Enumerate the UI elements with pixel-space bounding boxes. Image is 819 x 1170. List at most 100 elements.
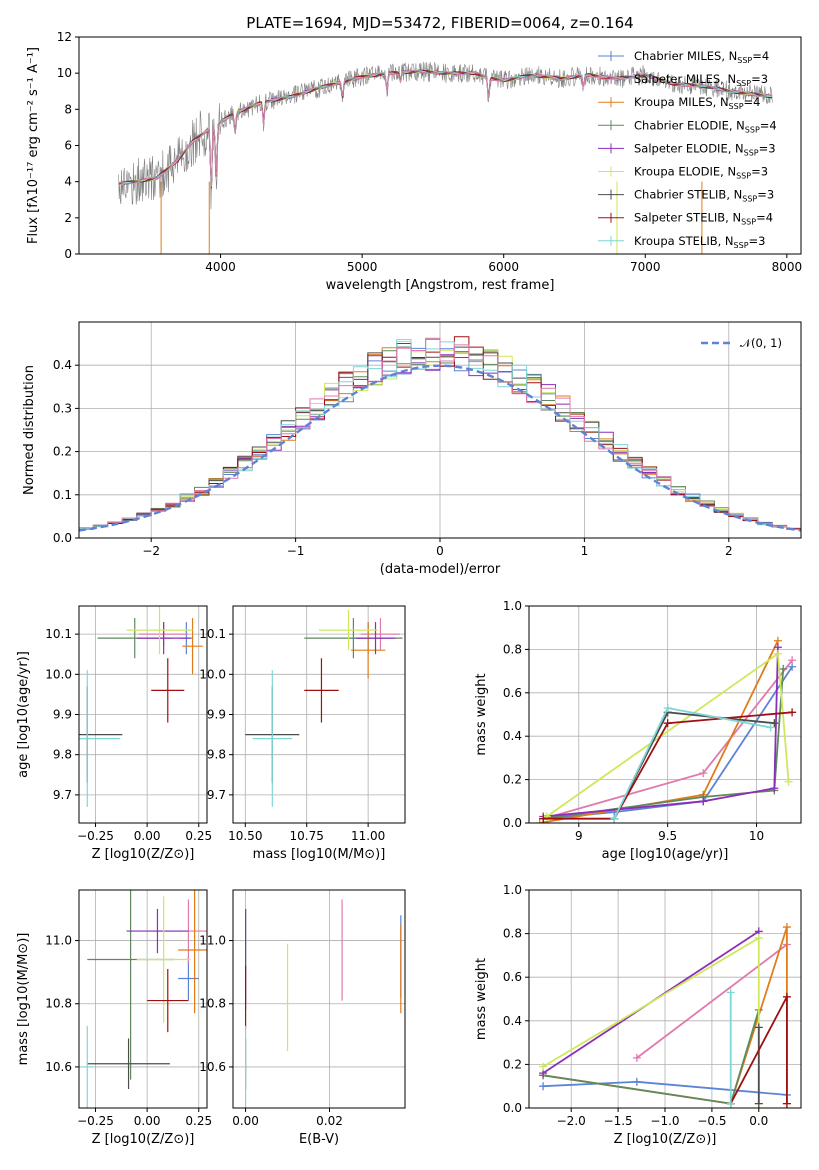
weight-point bbox=[782, 992, 791, 1001]
errorbar-point-yellow bbox=[136, 896, 191, 1023]
x-tick-label: −0.25 bbox=[77, 829, 114, 843]
x-tick-label: −1.0 bbox=[650, 1114, 679, 1128]
y-tick-label: 9.7 bbox=[207, 788, 226, 802]
y-tick-label: 1.0 bbox=[503, 599, 522, 613]
y-tick-label: 0.6 bbox=[503, 970, 522, 984]
x-axis-label: E(B-V) bbox=[299, 1132, 339, 1147]
weight-series-dark bbox=[754, 1023, 763, 1108]
weight-point bbox=[539, 1062, 548, 1071]
x-tick-label: 1 bbox=[581, 544, 589, 558]
legend-entry: Salpeter MILES, NSSP=3 bbox=[634, 72, 768, 88]
y-tick-label: 10 bbox=[57, 66, 72, 80]
legend-entry: Salpeter ELODIE, NSSP=3 bbox=[634, 141, 776, 157]
weight-point bbox=[788, 708, 797, 717]
errorbar-point-red bbox=[147, 968, 189, 1033]
x-tick-label: 8000 bbox=[772, 260, 803, 274]
x-tick-label: −0.5 bbox=[697, 1114, 726, 1128]
weight-point bbox=[766, 723, 775, 732]
y-axis-label: mass weight bbox=[474, 958, 489, 1040]
x-tick-label: 0.25 bbox=[185, 1114, 212, 1128]
residual-histogram-panel: −2 −1 0 1 2 0.0 0.1 0.2 0.3 0.4 (data-model)/error… bbox=[22, 321, 802, 577]
x-tick-label: 4000 bbox=[205, 260, 236, 274]
y-tick-label: 10.1 bbox=[199, 627, 226, 641]
errorbar-point-yellow bbox=[319, 610, 378, 651]
y-axis-label: mass [log10(M/M⊙)] bbox=[16, 933, 31, 1066]
weight-series-green bbox=[539, 664, 788, 823]
y-tick-label: 2 bbox=[64, 211, 72, 225]
grid bbox=[79, 606, 207, 823]
y-tick-label: 9.9 bbox=[53, 708, 72, 722]
x-tick-label: 11.00 bbox=[351, 829, 385, 843]
y-tick-label: 9.7 bbox=[53, 788, 72, 802]
spectrum-panel: 4000 5000 6000 7000 8000 0 2 4 6 8 10 12 wavelength … bbox=[26, 30, 802, 293]
errorbar-point-cyan bbox=[252, 670, 292, 807]
weight-point bbox=[773, 649, 782, 658]
y-tick-label: 11.0 bbox=[199, 934, 226, 948]
errorbar-point-purple bbox=[126, 908, 189, 954]
y-tick-label: 0.6 bbox=[503, 686, 522, 700]
weight-series-purple bbox=[539, 643, 782, 821]
y-tick-label: 0.2 bbox=[503, 773, 522, 787]
y-tick-label: 4 bbox=[64, 175, 72, 189]
plot-area bbox=[535, 636, 797, 823]
grid bbox=[529, 889, 801, 1109]
x-tick-label: 9.5 bbox=[658, 829, 677, 843]
x-axis-label: age [log10(age/yr)] bbox=[602, 847, 729, 862]
x-axis-label: Z [log10(Z/Z⊙)] bbox=[92, 847, 195, 862]
weight-point bbox=[770, 719, 779, 728]
y-tick-label: 0.8 bbox=[503, 927, 522, 941]
gaussian-curve bbox=[79, 364, 801, 532]
errorbar-point-pink bbox=[360, 618, 401, 651]
weight-point bbox=[539, 1082, 548, 1091]
legend-entry: Chabrier MILES, NSSP=4 bbox=[634, 49, 769, 65]
x-tick-label: −1.5 bbox=[604, 1114, 633, 1128]
x-tick-label: −2 bbox=[142, 544, 160, 558]
y-tick-label: 0.0 bbox=[503, 1101, 522, 1115]
x-tick-label: 0 bbox=[436, 544, 444, 558]
y-tick-label: 10.8 bbox=[45, 997, 72, 1011]
x-tick-label: 9 bbox=[575, 829, 583, 843]
plot-area bbox=[245, 610, 403, 807]
weight-point bbox=[632, 1053, 641, 1062]
weight-vs-age-panel: 9 9.5 10 0.0 0.2 0.4 0.6 0.8 1.0 age [log10(age/y… bbox=[474, 599, 802, 862]
y-tick-label: 0.8 bbox=[503, 642, 522, 656]
y-tick-label: 9.9 bbox=[207, 708, 226, 722]
x-tick-label: 6000 bbox=[488, 260, 519, 274]
y-tick-label: 10.0 bbox=[45, 667, 72, 681]
legend: Chabrier MILES, NSSP=4 Salpeter MILES, NS… bbox=[598, 49, 777, 250]
errorbar-point-red bbox=[304, 658, 339, 723]
mass-vs-metallicity-panel: −0.25 0.00 0.25 10.6 10.8 11.0 Z [log10(Z/Z⊙)]… bbox=[16, 889, 212, 1147]
legend-entry: Chabrier STELIB, NSSP=3 bbox=[634, 188, 774, 204]
grid bbox=[79, 890, 207, 1108]
errorbar-point-orange bbox=[350, 622, 386, 679]
errorbar-point-purple bbox=[355, 622, 396, 655]
legend-entry: Chabrier ELODIE, NSSP=4 bbox=[634, 118, 777, 134]
errorbar-point-blue bbox=[178, 956, 199, 1001]
weight-series-cyan bbox=[610, 703, 775, 823]
x-tick-label: 0.00 bbox=[134, 829, 161, 843]
weight-point bbox=[726, 988, 735, 997]
x-tick-label: 0.25 bbox=[185, 829, 212, 843]
x-axis-label: wavelength [Angstrom, rest frame] bbox=[326, 278, 555, 293]
plot-area bbox=[79, 336, 801, 532]
y-tick-label: 0.1 bbox=[53, 488, 72, 502]
mass-vs-extinction-panel: 0.00 0.02 10.6 10.8 11.0 E(B-V) bbox=[199, 889, 406, 1147]
x-axis-label: (data-model)/error bbox=[380, 562, 501, 577]
y-tick-label: 12 bbox=[57, 30, 72, 44]
x-axis-label: Z [log10(Z/Z⊙)] bbox=[614, 1132, 717, 1147]
y-tick-label: 0.4 bbox=[53, 358, 72, 372]
axes-frame bbox=[528, 605, 802, 824]
weight-series-cyan bbox=[726, 988, 735, 1108]
y-tick-label: 0.2 bbox=[503, 1057, 522, 1071]
weight-point bbox=[770, 784, 779, 793]
x-tick-label: −0.25 bbox=[77, 1114, 114, 1128]
y-tick-label: 9.8 bbox=[207, 748, 226, 762]
x-tick-label: 0.00 bbox=[232, 1114, 259, 1128]
y-axis-label: mass weight bbox=[474, 673, 489, 755]
x-tick-label: 10 bbox=[749, 829, 764, 843]
y-tick-label: 0.0 bbox=[503, 816, 522, 830]
y-tick-label: 0.3 bbox=[53, 401, 72, 415]
y-tick-label: 10.6 bbox=[199, 1060, 226, 1074]
legend-entry: 𝒩(0, 1) bbox=[740, 336, 782, 350]
x-tick-label: 2 bbox=[725, 544, 733, 558]
